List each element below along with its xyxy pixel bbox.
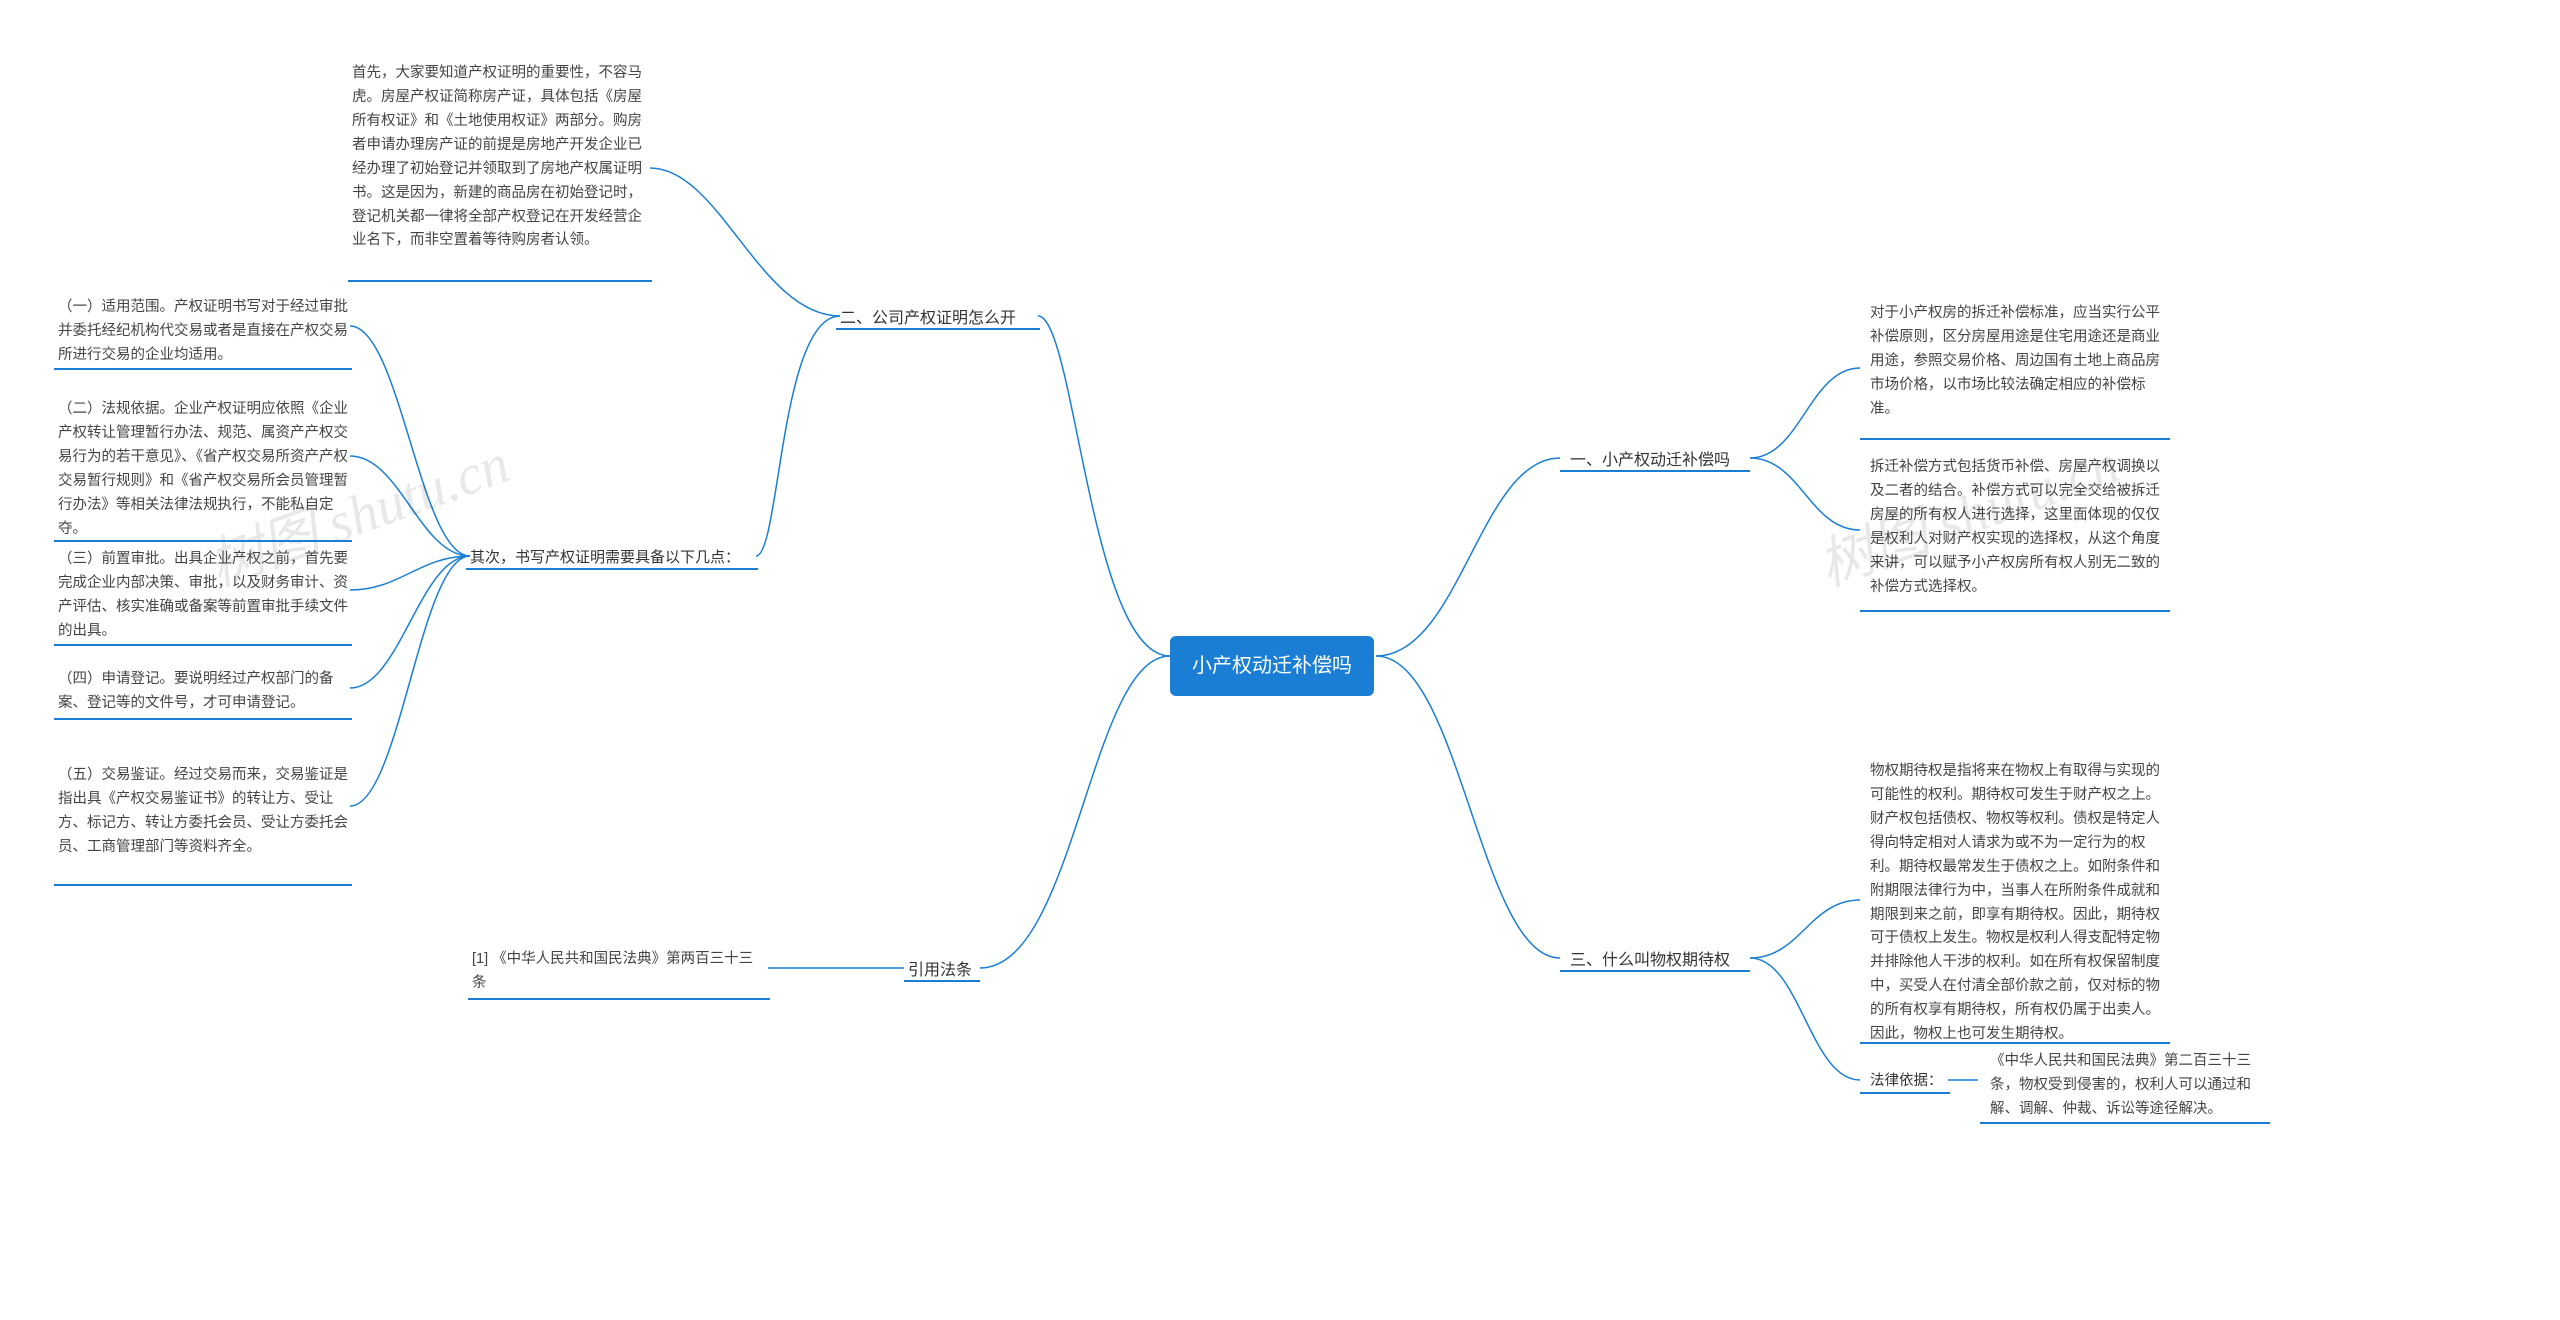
center-node[interactable]: 小产权动迁补偿吗 xyxy=(1170,636,1374,696)
leaf-underline xyxy=(54,884,352,886)
branch-underline xyxy=(466,568,758,570)
leaf-underline xyxy=(1860,438,2170,440)
leaf-label: 法律依据： xyxy=(1870,1070,1943,1093)
leaf-node: （五）交易鉴证。经过交易而来，交易鉴证是指出具《产权交易鉴证书》的转让方、受让方… xyxy=(58,764,348,860)
leaf-node: 首先，大家要知道产权证明的重要性，不容马虎。房屋产权证简称房产证，具体包括《房屋… xyxy=(352,62,642,253)
branch-underline xyxy=(1560,470,1750,472)
leaf-node: 《中华人民共和国民法典》第二百三十三条，物权受到侵害的，权利人可以通过和解、调解… xyxy=(1990,1050,2270,1122)
leaf-node: 对于小产权房的拆迁补偿标准，应当实行公平补偿原则，区分房屋用途是住宅用途还是商业… xyxy=(1870,302,2170,422)
leaf-underline xyxy=(54,644,352,646)
leaf-underline xyxy=(468,998,770,1000)
branch-underline xyxy=(904,980,980,982)
branch-underline xyxy=(1560,970,1750,972)
leaf-underline xyxy=(1860,610,2170,612)
leaf-underline xyxy=(54,718,352,720)
leaf-node: （三）前置审批。出具企业产权之前，首先要完成企业内部决策、审批，以及财务审计、资… xyxy=(58,548,348,644)
leaf-underline xyxy=(1860,1042,2170,1044)
leaf-node: （四）申请登记。要说明经过产权部门的备案、登记等的文件号，才可申请登记。 xyxy=(58,668,348,716)
leaf-underline xyxy=(54,368,352,370)
leaf-underline xyxy=(1860,1092,1950,1094)
leaf-node: （二）法规依据。企业产权证明应依照《企业产权转让管理暂行办法、规范、属资产产权交… xyxy=(58,398,348,542)
leaf-node: （一）适用范围。产权证明书写对于经过审批并委托经纪机构代交易或者是直接在产权交易… xyxy=(58,296,348,368)
branch-underline xyxy=(836,328,1040,330)
leaf-node: [1] 《中华人民共和国民法典》第两百三十三条 xyxy=(472,948,762,996)
leaf-underline xyxy=(54,540,352,542)
leaf-underline xyxy=(1980,1122,2270,1124)
leaf-node: 拆迁补偿方式包括货币补偿、房屋产权调换以及二者的结合。补偿方式可以完全交给被拆迁… xyxy=(1870,456,2170,600)
mindmap-canvas: 树图 shutu.cn 树图 shutu.cn 小产权动迁补偿吗 一、小产权动迁… xyxy=(0,0,2560,1320)
leaf-node: 物权期待权是指将来在物权上有取得与实现的可能性的权利。期待权可发生于财产权之上。… xyxy=(1870,760,2170,1047)
leaf-underline xyxy=(348,280,652,282)
sub-branch[interactable]: 其次，书写产权证明需要具备以下几点： xyxy=(470,546,740,570)
